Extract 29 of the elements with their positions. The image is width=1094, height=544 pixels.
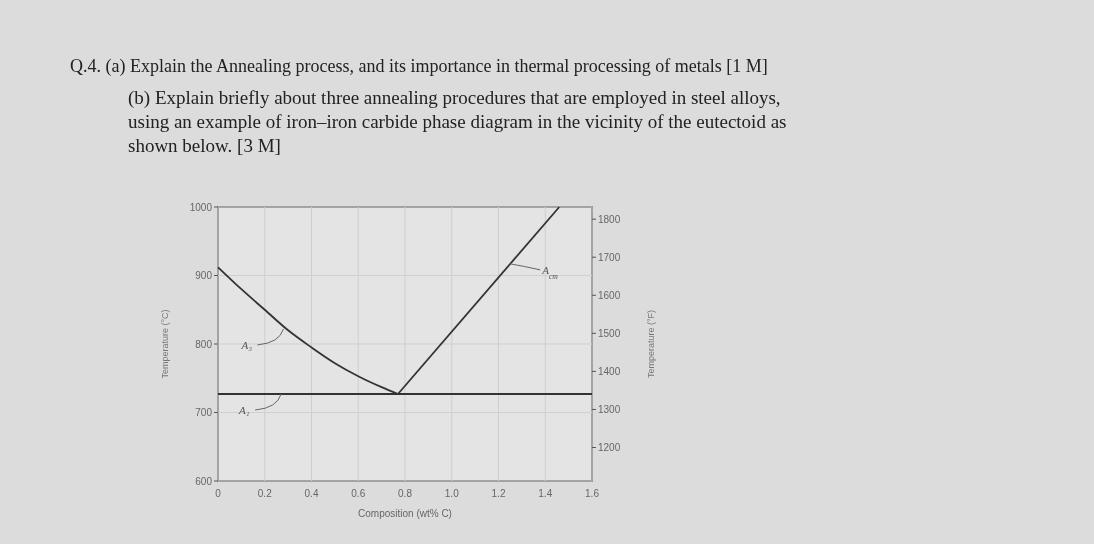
- annotation: A₃: [240, 338, 253, 351]
- y-tick-label: 700: [195, 407, 213, 418]
- y2-axis-title: Temperature (°F): [646, 309, 656, 379]
- x-tick-label: 1.0: [444, 488, 460, 499]
- y-tick-label: 800: [195, 338, 213, 350]
- annotation: A$_{cm}$: [541, 263, 559, 281]
- x-tick-label: 0.4: [304, 488, 319, 499]
- y-tick-label: 600: [195, 475, 213, 487]
- x-tick-label: 1.2: [491, 488, 506, 499]
- x-tick-label: 0.6: [351, 488, 366, 499]
- chart-subtitle: (b) Explain briefly about three annealing procedures that are employed in steel alloys, using an example of iron–iron carbide phase diagram in the vicinity of the eutectoid as shown below. [3 M]: [128, 87, 787, 156]
- y2-tick-label: 1300: [598, 403, 621, 415]
- y-tick-label: 1000: [189, 201, 213, 213]
- y-tick-label: 900: [195, 270, 213, 281]
- x-axis-title: Composition (wt% C): [358, 508, 452, 519]
- x-tick-label: 0.8: [398, 488, 413, 499]
- x-tick-label: 0: [215, 488, 222, 499]
- x-tick-label: 1.4: [538, 488, 553, 499]
- y2-tick-label: 1700: [598, 251, 621, 263]
- y2-tick-label: 1200: [598, 442, 621, 454]
- y2-tick-label: 1800: [598, 213, 621, 225]
- annotation: A₁: [238, 404, 250, 417]
- chart-title: Q.4. (a) Explain the Annealing process, and its importance in thermal processing of metals [1 M]: [70, 56, 768, 77]
- y2-tick-label: 1400: [598, 365, 621, 377]
- x-tick-label: 1.6: [585, 488, 600, 499]
- x-tick-label: 0.2: [257, 488, 273, 499]
- y-axis-title: Temperature (°C): [160, 309, 170, 379]
- y2-tick-label: 1600: [598, 289, 621, 301]
- y2-tick-label: 1500: [598, 327, 621, 339]
